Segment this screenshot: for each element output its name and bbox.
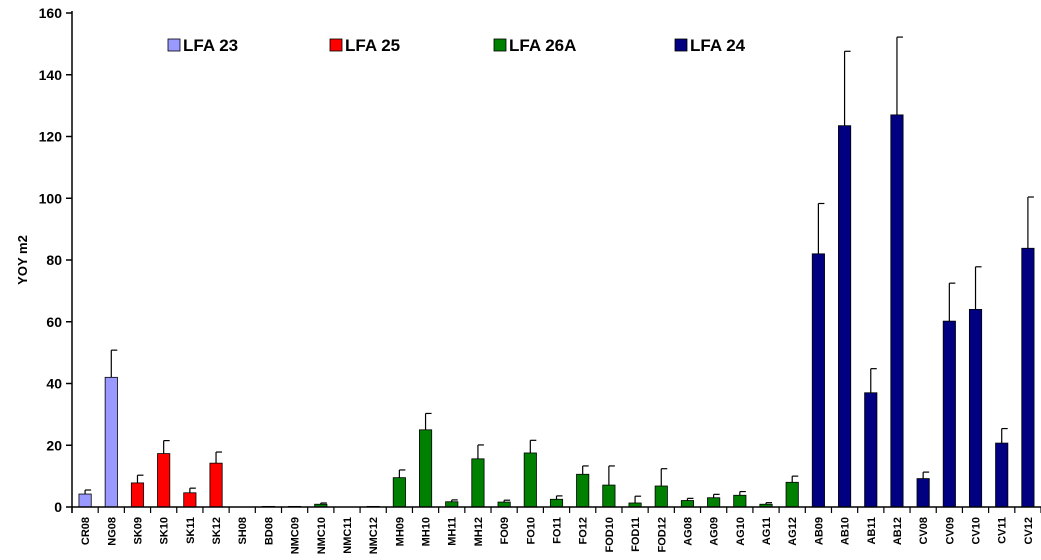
x-tick-label-cv12: CV12 [1023,517,1035,545]
bar-fo10 [523,452,537,508]
legend-label-lfa-26a: LFA 26A [509,36,576,55]
bar-sk11 [183,492,197,508]
y-tick-label-0: 0 [54,499,62,515]
bar-cv11 [995,442,1009,508]
bar-cv09 [942,320,956,508]
x-tick-label-fo11: FO11 [552,517,564,544]
bar-ag12 [785,481,799,508]
x-tick-label-ag08: AG08 [682,517,694,546]
bar-ab12 [890,114,904,508]
x-tick-label-ag11: AG11 [761,517,773,545]
bar-cv10 [968,308,983,508]
x-tick-label-cv09: CV09 [944,517,956,545]
y-tick-label-40: 40 [46,376,62,392]
x-tick-label-bd08: BD08 [263,517,275,545]
x-tick-label-nmc10: NMC10 [316,517,328,554]
x-tick-label-ab12: AB12 [892,517,904,545]
x-tick-label-fo09: FO09 [499,517,511,545]
legend: LFA 23 LFA 25 LFA 26A LFA 24 [167,36,746,55]
x-tick-label-nmc12: NMC12 [368,517,380,554]
bar-ng08 [104,376,118,508]
bar-mh12 [471,458,485,508]
y-tick-label-140: 140 [39,67,63,83]
y-tick-label-80: 80 [46,252,62,268]
x-tick-label-cv11: CV11 [997,517,1009,544]
x-tick-label-ab10: AB10 [840,517,852,545]
bar-ag08 [680,500,695,508]
x-tick-label-fod11: FOD11 [630,517,642,552]
x-tick-label-fo10: FO10 [525,517,537,545]
legend-swatch-lfa-24 [674,38,688,52]
bar-ag10 [733,494,747,508]
bars [78,114,1035,508]
x-tick-label-nmc09: NMC09 [290,517,302,554]
bar-cv08 [916,478,930,508]
x-tick-label-sh08: SH08 [237,517,249,545]
x-tick-label-sk11: SK11 [185,517,197,544]
axes [71,11,1041,513]
x-tick-label-cv08: CV08 [918,517,930,545]
bar-mh11 [445,501,459,508]
x-tick-label-fod12: FOD12 [656,517,668,552]
bar-ab11 [864,392,878,508]
bar-mh10 [418,429,433,508]
bar-cv12 [1021,247,1035,508]
bar-ab09 [811,253,825,508]
x-tick-label-ab09: AB09 [813,517,825,545]
bar-fo12 [576,473,590,508]
x-tick-label-cr08: CR08 [80,517,92,545]
bar-sk10 [157,453,171,508]
bar-ab10 [838,125,852,508]
x-tick-label-sk12: SK12 [211,517,223,545]
x-tick-label-mh09: MH09 [394,517,406,546]
x-tick-label-cv10: CV10 [971,517,983,545]
bar-fod10 [602,484,616,508]
y-axis-title: YOY m2 [15,235,30,285]
x-tick-label-nmc11: NMC11 [342,517,354,554]
x-tick-label-sk10: SK10 [159,517,171,545]
x-tick-label-fo12: FO12 [578,517,590,545]
bar-cr08 [78,493,92,508]
y-tick-label-100: 100 [39,190,63,206]
y-ticks: 0 20 40 60 80 100 120 140 160 [39,5,72,515]
x-tick-label-ab11: AB11 [866,517,878,545]
y-tick-label-20: 20 [46,437,62,453]
x-tick-label-ag10: AG10 [735,517,747,546]
bar-ag09 [707,497,721,508]
y-tick-label-60: 60 [46,314,62,330]
x-tick-label-mh12: MH12 [473,517,485,546]
bar-sk12 [209,462,223,508]
x-tick-label-ag12: AG12 [787,517,799,546]
x-ticks: CR08 NG08 SK09 SK10 SK11 SK12 SH08 BD08 NMC09 NMC… [71,507,1041,554]
legend-swatch-lfa-26a [493,38,507,52]
y-tick-label-120: 120 [39,129,63,145]
legend-label-lfa-25: LFA 25 [345,36,400,55]
legend-label-lfa-24: LFA 24 [690,36,746,55]
bar-fod12 [654,485,668,508]
x-tick-label-fod10: FOD10 [604,517,616,552]
x-tick-label-mh11: MH11 [447,517,459,546]
x-tick-label-ag09: AG09 [709,517,721,546]
y-tick-label-160: 160 [39,5,63,21]
bar-sk09 [130,482,145,508]
bar-mh09 [392,477,406,508]
x-tick-label-ng08: NG08 [106,517,118,546]
error-bars [84,36,1034,505]
legend-swatch-lfa-23 [167,38,181,52]
x-tick-label-mh10: MH10 [421,517,433,546]
legend-swatch-lfa-25 [329,38,343,52]
x-tick-label-sk09: SK09 [132,517,144,545]
legend-label-lfa-23: LFA 23 [183,36,238,55]
bar-fo11 [549,498,564,508]
